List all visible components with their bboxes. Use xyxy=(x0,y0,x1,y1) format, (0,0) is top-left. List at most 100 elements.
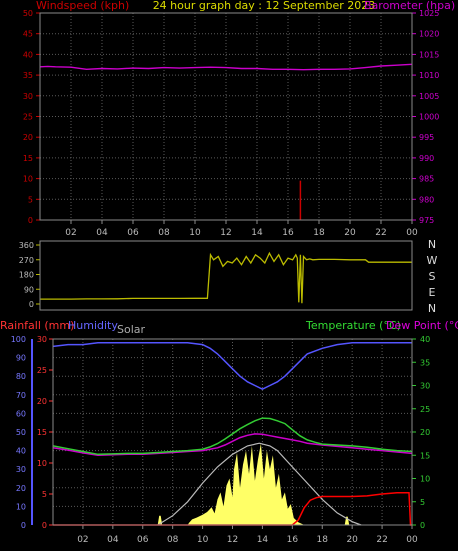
windspeed-tick-label: 35 xyxy=(23,71,33,80)
x-tick-label: 20 xyxy=(346,535,358,545)
humidity-tick-label: 50 xyxy=(16,428,26,437)
x-tick-label: 06 xyxy=(127,228,139,238)
compass-label: E xyxy=(429,286,436,299)
temp-tick-label: 5 xyxy=(420,498,425,507)
compass-label: N xyxy=(428,302,436,315)
barometer-tick-label: 990 xyxy=(419,154,434,163)
humidity-line xyxy=(52,341,412,391)
humidity-tick-label: 80 xyxy=(16,372,26,381)
x-tick-label: 10 xyxy=(197,535,209,545)
x-tick-label: 00 xyxy=(406,535,418,545)
humidity-tick-label: 90 xyxy=(16,354,26,363)
wind-direction-series xyxy=(40,251,412,304)
x-tick-label: 08 xyxy=(158,228,170,238)
temp-tick-label: 10 xyxy=(420,475,430,484)
barometer-tick-label: 1010 xyxy=(419,71,439,80)
windspeed-tick-label: 50 xyxy=(23,9,33,18)
wind-direction-line xyxy=(40,251,412,304)
windspeed-tick-label: 30 xyxy=(23,92,33,101)
windspeed-tick-label: 40 xyxy=(23,50,33,59)
temp-tick-label: 15 xyxy=(420,451,430,460)
rain-tick-label: 0 xyxy=(42,521,47,530)
direction-tick-label: 270 xyxy=(19,256,34,265)
temp-tick-label: 20 xyxy=(420,428,430,437)
windspeed-tick-label: 25 xyxy=(23,113,33,122)
humidity-tick-label: 100 xyxy=(11,335,26,344)
temperature-humidity-grid xyxy=(53,339,413,525)
temperature-axis-label: Temperature (°C) xyxy=(305,319,401,332)
rain-tick-label: 15 xyxy=(37,428,47,437)
x-tick-label: 08 xyxy=(167,535,179,545)
barometer-tick-label: 1005 xyxy=(419,92,439,101)
dewpoint-line xyxy=(52,433,413,457)
humidity-axis-label: Humidity xyxy=(68,319,118,332)
x-tick-label: 22 xyxy=(375,228,386,238)
wind-direction-frame xyxy=(39,240,413,311)
barometer-tick-label: 1020 xyxy=(419,30,439,39)
x-tick-label: 12 xyxy=(220,228,231,238)
x-tick-label: 18 xyxy=(313,228,325,238)
direction-tick-label: 360 xyxy=(19,241,34,250)
windspeed-tick-label: 10 xyxy=(23,175,33,184)
barometer-tick-label: 1000 xyxy=(419,113,439,122)
wind-barometer-series xyxy=(39,63,413,220)
solar-max-line xyxy=(157,442,362,526)
temp-tick-label: 30 xyxy=(420,382,430,391)
humidity-tick-label: 20 xyxy=(16,484,26,493)
barometer-line xyxy=(39,63,413,71)
rain-tick-label: 5 xyxy=(42,490,47,499)
wind-barometer-axes: 02 04 06 08 10 12 14 16 18 20 22 000510152025303540… xyxy=(23,9,440,238)
temp-tick-label: 35 xyxy=(420,358,430,367)
windspeed-tick-label: 20 xyxy=(23,133,33,142)
humidity-tick-label: 0 xyxy=(21,521,26,530)
temperature-humidity-panel: Rainfall (mm) Humidity Solar Temperature… xyxy=(0,319,458,545)
rainfall-line xyxy=(53,492,412,526)
x-tick-label: 20 xyxy=(344,228,356,238)
direction-tick-label: 0 xyxy=(29,300,34,309)
x-tick-label: 14 xyxy=(257,535,269,545)
dewpoint-axis-label: Dew Point (°C) xyxy=(386,319,458,332)
compass-label: N xyxy=(428,238,436,251)
direction-tick-label: 180 xyxy=(19,271,34,280)
x-tick-label: 10 xyxy=(189,228,201,238)
humidity-tick-label: 10 xyxy=(16,502,26,511)
x-tick-label: 02 xyxy=(65,228,76,238)
compass-label: W xyxy=(427,254,438,267)
temp-tick-label: 25 xyxy=(420,405,430,414)
direction-tick-label: 90 xyxy=(24,285,34,294)
humidity-tick-label: 60 xyxy=(16,409,26,418)
chart-title: 24 hour graph day : 12 September 2023 xyxy=(153,0,376,12)
temperature-humidity-frame xyxy=(52,338,413,526)
wind-barometer-panel: Windspeed (kph) 24 hour graph day : 12 S… xyxy=(23,0,455,238)
rain-tick-label: 20 xyxy=(37,397,47,406)
wind-barometer-frame xyxy=(39,12,413,221)
rainfall-axis-label: Rainfall (mm) xyxy=(0,319,74,332)
temperature-humidity-series xyxy=(52,341,413,526)
x-tick-label: 00 xyxy=(406,228,418,238)
x-tick-label: 16 xyxy=(282,228,294,238)
humidity-tick-label: 30 xyxy=(16,465,26,474)
barometer-tick-label: 1015 xyxy=(419,50,439,59)
x-tick-label: 14 xyxy=(251,228,263,238)
x-tick-label: 04 xyxy=(96,228,108,238)
barometer-tick-label: 985 xyxy=(419,175,434,184)
temperature-line xyxy=(52,417,413,456)
compass-label: S xyxy=(429,270,436,283)
temperature-humidity-axes: 02 04 06 08 10 12 14 16 18 20 22 000102030405060708… xyxy=(11,335,430,545)
windspeed-tick-label: 45 xyxy=(23,30,33,39)
x-tick-label: 06 xyxy=(137,535,149,545)
windspeed-tick-label: 15 xyxy=(23,154,33,163)
windspeed-axis-label: Windspeed (kph) xyxy=(36,0,129,12)
barometer-axis-label: Barometer (hpa) xyxy=(364,0,455,12)
x-tick-label: 16 xyxy=(287,535,299,545)
rain-tick-label: 10 xyxy=(37,459,47,468)
x-tick-label: 18 xyxy=(317,535,329,545)
windspeed-tick-label: 0 xyxy=(28,216,33,225)
temp-tick-label: 40 xyxy=(420,335,430,344)
solar-axis-label: Solar xyxy=(117,323,146,336)
x-tick-label: 22 xyxy=(376,535,387,545)
windspeed-tick-label: 5 xyxy=(28,195,33,204)
